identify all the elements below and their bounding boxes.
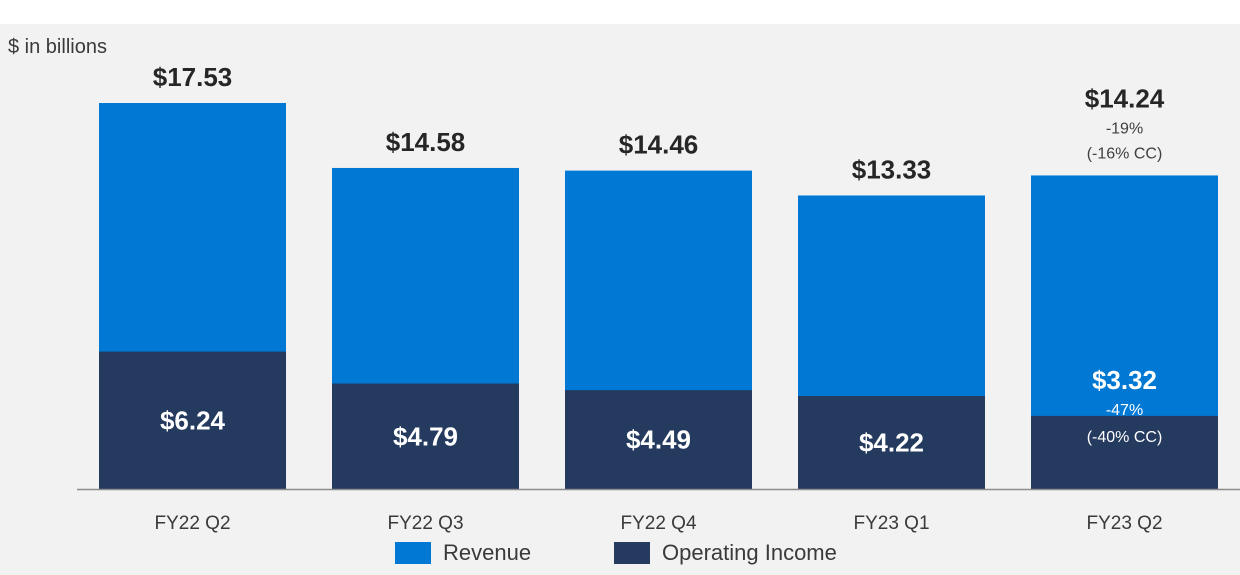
legend-item-revenue: Revenue <box>395 540 531 566</box>
legend-swatch-revenue <box>395 542 431 564</box>
legend: Revenue Operating Income <box>0 540 1240 572</box>
operating-income-bar-fy23-q2 <box>1031 415 1218 489</box>
legend-item-operating-income: Operating Income <box>614 540 837 566</box>
revenue-label-fy23-q1: $13.33 <box>852 154 932 184</box>
operating-income-annotation-fy23-q2-0: -47% <box>1106 402 1143 419</box>
revenue-label-fy23-q2: $14.24 <box>1085 83 1165 113</box>
x-tick-label-fy23-q1: FY23 Q1 <box>853 513 929 534</box>
operating-income-label-fy22-q3: $4.79 <box>393 421 458 451</box>
operating-income-bar-fy23-q1 <box>798 396 985 489</box>
operating-income-annotation-fy23-q2-1: (-40% CC) <box>1087 429 1163 446</box>
legend-label-operating-income: Operating Income <box>662 540 837 565</box>
legend-swatch-operating-income <box>614 542 650 564</box>
x-tick-label-fy23-q2: FY23 Q2 <box>1086 513 1162 534</box>
revenue-annotation-fy23-q2-1: (-16% CC) <box>1087 145 1163 162</box>
x-tick-label-fy22-q4: FY22 Q4 <box>620 513 696 534</box>
revenue-annotation-fy23-q2-0: -19% <box>1106 120 1143 137</box>
operating-income-label-fy22-q2: $6.24 <box>160 405 226 435</box>
operating-income-bar-fy22-q2 <box>99 351 286 489</box>
revenue-label-fy22-q3: $14.58 <box>386 127 466 157</box>
revenue-label-fy22-q4: $14.46 <box>619 130 699 160</box>
operating-income-label-fy23-q2: $3.32 <box>1092 365 1157 395</box>
x-tick-label-fy22-q2: FY22 Q2 <box>154 513 230 534</box>
operating-income-label-fy22-q4: $4.49 <box>626 425 691 455</box>
revenue-label-fy22-q2: $17.53 <box>153 62 233 92</box>
operating-income-bar-fy22-q3 <box>332 383 519 489</box>
unit-label: $ in billions <box>8 36 107 58</box>
operating-income-bar-fy22-q4 <box>565 390 752 489</box>
legend-label-revenue: Revenue <box>443 540 532 565</box>
operating-income-label-fy23-q1: $4.22 <box>859 428 924 458</box>
x-tick-label-fy22-q3: FY22 Q3 <box>387 513 463 534</box>
